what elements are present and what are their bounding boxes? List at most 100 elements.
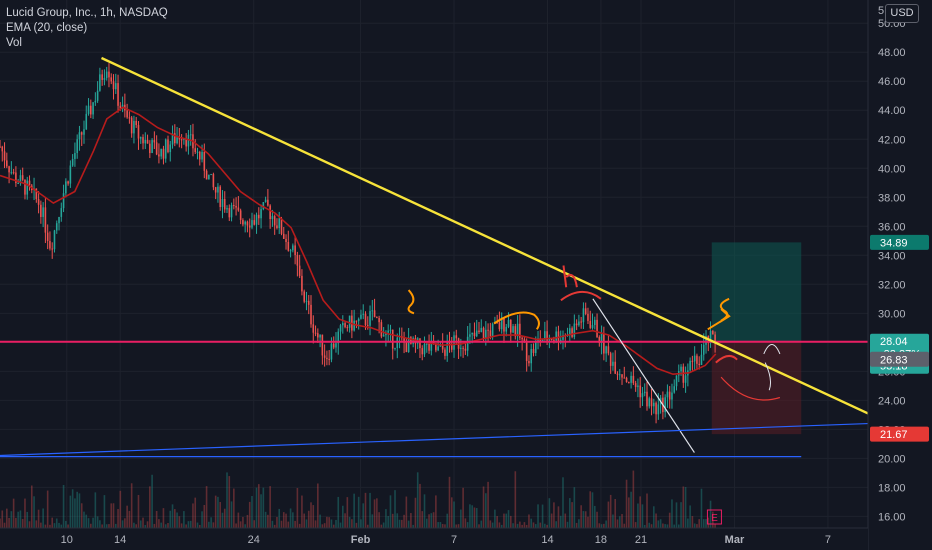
volume-bar xyxy=(396,513,399,528)
ema-20-line xyxy=(0,106,717,376)
volume-bar xyxy=(589,491,592,528)
volume-bar xyxy=(119,490,122,528)
volume-bar xyxy=(360,519,362,528)
volume-bar xyxy=(46,490,49,528)
volume-bar xyxy=(42,508,44,528)
candle-body xyxy=(6,160,8,167)
volume-bar xyxy=(180,523,183,528)
candle-body xyxy=(446,340,449,356)
candle-body xyxy=(53,230,56,250)
candle-body xyxy=(310,304,312,325)
price-tag-34-89 xyxy=(870,234,929,250)
volume-bar xyxy=(541,504,544,528)
volume-bar xyxy=(346,497,349,528)
candle-body xyxy=(655,402,657,415)
candle-body xyxy=(523,339,526,341)
currency-button[interactable]: USD xyxy=(885,4,919,23)
volume-bar xyxy=(460,509,462,528)
chart-legend: Lucid Group, Inc., 1h, NASDAQ EMA (20, c… xyxy=(6,6,168,51)
legend-vol[interactable]: Vol xyxy=(6,37,22,49)
volume-bar xyxy=(634,522,637,528)
volume-bar xyxy=(482,486,485,528)
volume-bar xyxy=(407,520,410,528)
volume-bar xyxy=(391,513,394,528)
candle-body xyxy=(475,330,478,337)
volume-bar xyxy=(192,503,194,528)
candle-body xyxy=(51,248,54,250)
volume-bar xyxy=(575,522,578,528)
candle-body xyxy=(239,210,242,220)
volume-bar xyxy=(55,518,58,528)
volume-bar xyxy=(680,502,682,528)
volume-bar xyxy=(628,497,630,528)
trendlines[interactable]: E xyxy=(0,56,869,525)
candle-body xyxy=(151,140,153,154)
candle-body xyxy=(562,335,564,340)
candle-body xyxy=(37,199,40,205)
candle-body xyxy=(705,335,707,345)
candle-body xyxy=(516,323,519,337)
price-axis[interactable]: 16.0018.0020.0022.0024.0026.0028.0030.00… xyxy=(867,0,932,550)
drawing-return-curve xyxy=(764,362,772,391)
volume-bar xyxy=(323,523,326,528)
candle-body xyxy=(482,327,485,338)
time-tick-label: 7 xyxy=(451,534,457,546)
volume-bar xyxy=(298,523,301,528)
candle-body xyxy=(169,144,172,152)
volume-bar xyxy=(534,524,537,528)
volume-bar xyxy=(707,517,710,528)
volume-bar xyxy=(162,508,165,528)
candle-body xyxy=(269,205,271,219)
candle-body xyxy=(94,100,97,103)
legend-ema[interactable]: EMA (20, close) xyxy=(6,22,88,34)
volume-bar xyxy=(401,519,403,528)
volume-bar xyxy=(12,498,15,528)
volume-bar xyxy=(421,511,424,528)
candle-body xyxy=(391,329,394,349)
volume-bar xyxy=(371,514,374,528)
volume-bar xyxy=(187,521,190,528)
candle-body xyxy=(532,349,535,353)
time-axis[interactable]: 10 14 24 Feb 7 14 18 21 Mar 7 xyxy=(0,527,868,550)
volume-bar xyxy=(112,503,115,528)
volume-bar xyxy=(242,516,244,528)
price-tick-label: 30.00 xyxy=(878,308,906,320)
candle-body xyxy=(74,153,76,159)
candle-body xyxy=(469,334,471,337)
volume-bar xyxy=(376,498,378,528)
price-tag-text: 21.67 xyxy=(880,429,908,441)
candle-body xyxy=(294,245,296,256)
candle-body xyxy=(673,386,676,393)
candle-body xyxy=(101,74,103,80)
legend-symbol[interactable]: Lucid Group, Inc., 1h, NASDAQ xyxy=(6,7,168,19)
candle-body xyxy=(174,133,176,144)
volume-bar xyxy=(87,518,90,528)
candle-body xyxy=(312,324,315,333)
volume-bar xyxy=(142,517,144,528)
volume-bar xyxy=(108,524,110,528)
volume-bar xyxy=(514,471,517,528)
candle-body xyxy=(205,170,208,180)
volume-bar xyxy=(566,521,569,528)
volume-bar xyxy=(700,488,703,528)
drawing-head-arc xyxy=(560,290,602,302)
price-axis-background xyxy=(868,0,932,550)
candle-body xyxy=(144,139,147,144)
volume-bar xyxy=(90,523,92,528)
earnings-marker-box xyxy=(706,509,722,525)
candle-body xyxy=(317,333,319,338)
volume-bar xyxy=(362,503,365,528)
volume-bar xyxy=(632,470,635,528)
candle-body xyxy=(260,209,262,219)
volume-bar xyxy=(653,506,655,528)
volume-bar xyxy=(0,518,1,528)
volume-bar xyxy=(512,523,514,528)
candle-body xyxy=(119,105,122,109)
candle-body xyxy=(178,137,181,140)
volume-bar xyxy=(117,509,119,528)
candle-body xyxy=(512,326,514,333)
volume-bar xyxy=(448,476,451,528)
volume-bar xyxy=(289,508,292,528)
volume-bar xyxy=(677,524,680,528)
